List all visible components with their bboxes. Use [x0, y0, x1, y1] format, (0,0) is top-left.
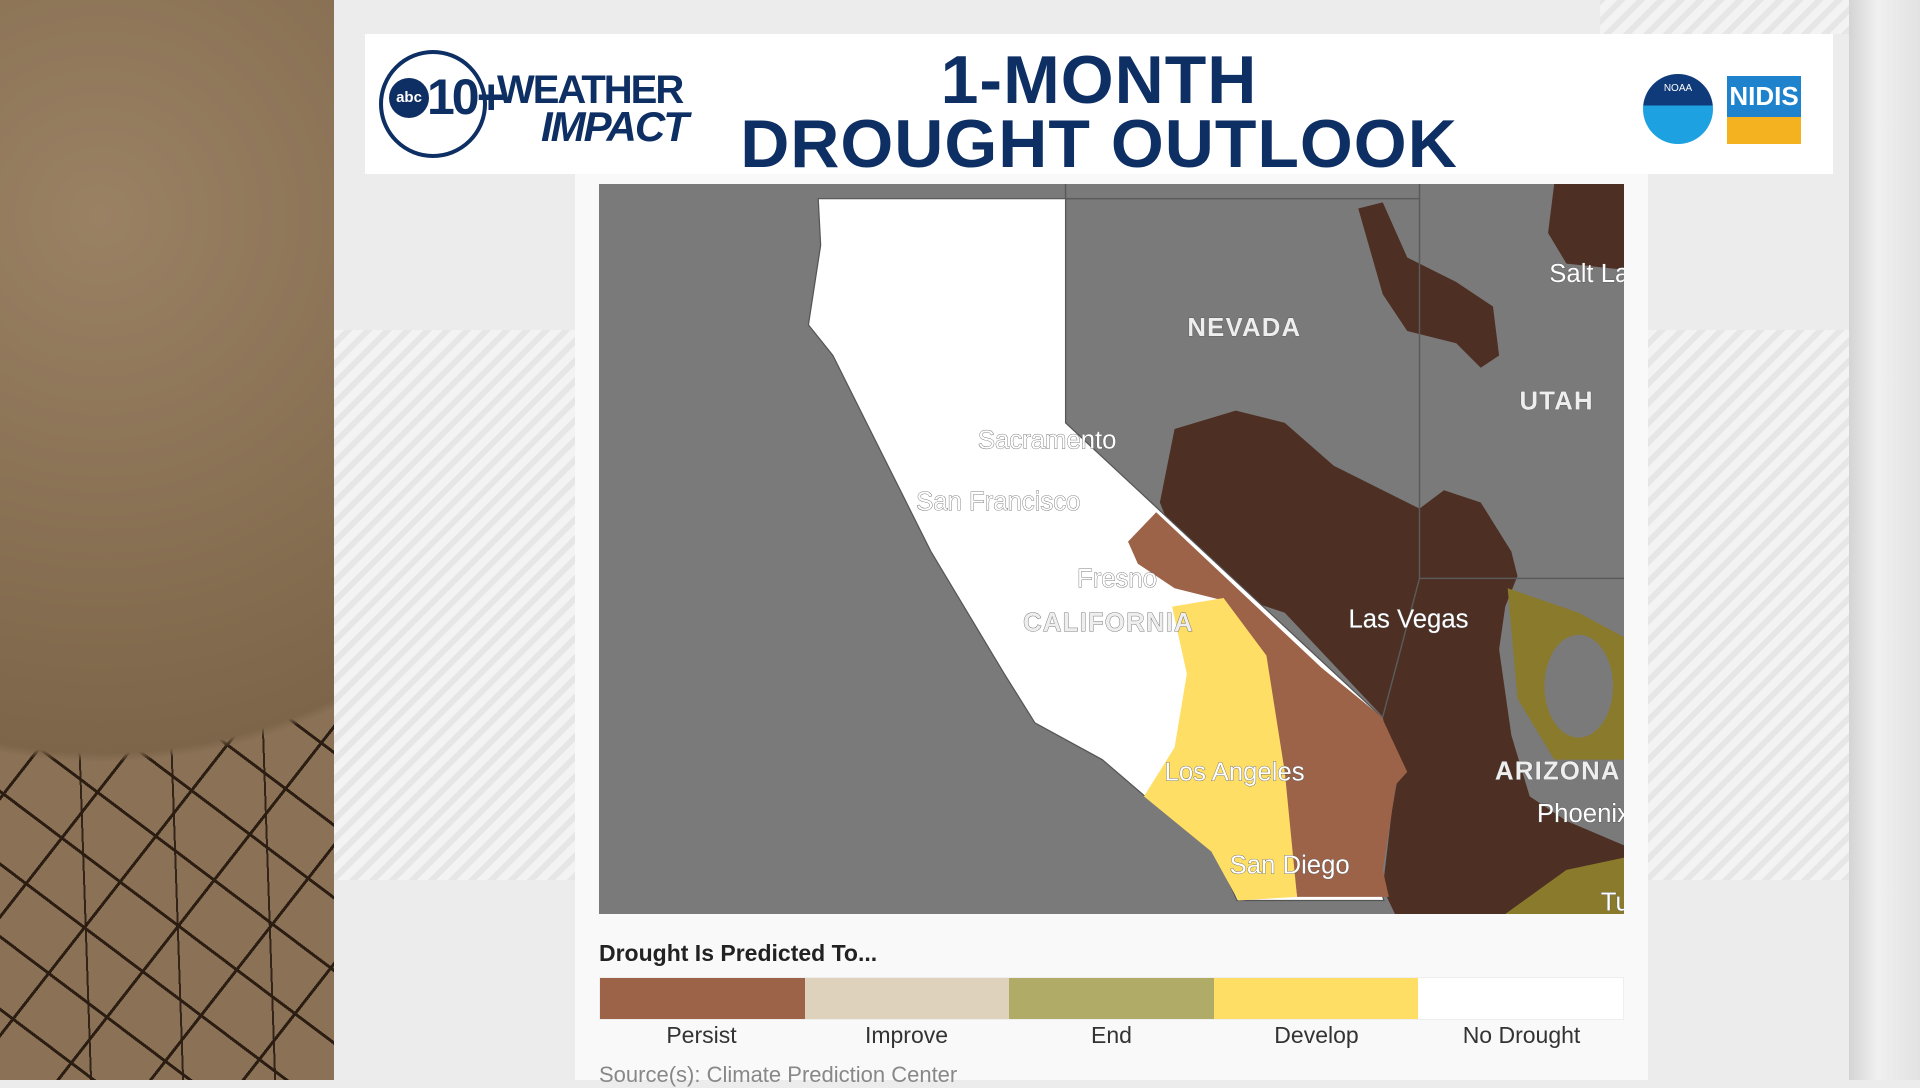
label-nevada: NEVADA — [1187, 314, 1301, 342]
page-title-line1: 1-MONTH — [940, 42, 1258, 118]
region-persist-dark-east — [1159, 410, 1624, 914]
legend-label: End — [1091, 1022, 1132, 1048]
legend-swatch-no-drought — [1418, 978, 1623, 1019]
label-salt-lake: Salt La — [1549, 260, 1624, 288]
region-persist — [1128, 512, 1408, 897]
region-gap — [1544, 634, 1613, 738]
label-phoenix: Phoenix — [1537, 800, 1624, 828]
state-borders — [1064, 184, 1624, 717]
legend-swatch-improve — [804, 978, 1010, 1019]
region-persist-dark-north — [1358, 202, 1500, 368]
label-fresno: Fresno — [1077, 565, 1157, 593]
cracked-earth-photo — [0, 0, 334, 1080]
label-san-francisco: San Francisco — [916, 488, 1080, 516]
label-sacramento: Sacramento — [978, 427, 1117, 455]
legend-swatch-develop — [1213, 978, 1419, 1019]
background-stripes-top — [1600, 0, 1849, 34]
label-tucson: Tu — [1601, 888, 1624, 914]
legend-label: Persist — [666, 1022, 737, 1048]
legend-color-bar — [599, 977, 1624, 1020]
legend-title: Drought Is Predicted To... — [599, 940, 878, 966]
weather-logo-text: WEATHER — [497, 68, 684, 112]
label-utah: UTAH — [1519, 387, 1593, 415]
impact-logo-text: IMPACT — [541, 103, 689, 150]
label-las-vegas: Las Vegas — [1348, 605, 1468, 633]
abc10-logo — [379, 50, 487, 158]
legend-label: Develop — [1274, 1022, 1359, 1048]
legend-labels: Persist Improve End Develop No Drought — [599, 1022, 1624, 1049]
label-california: CALIFORNIA — [1023, 609, 1194, 637]
label-arizona: ARIZONA — [1495, 757, 1621, 785]
header-banner: abc 10+ WEATHER IMPACT 1-MONTH DROUGHT O… — [365, 34, 1833, 182]
region-end-south — [1505, 857, 1624, 914]
page-title-line2: DROUGHT OUTLOOK — [740, 106, 1458, 182]
source-credit: Source(s): Climate Prediction Center — [599, 1062, 958, 1087]
right-edge-strip — [1849, 0, 1920, 1080]
background-stripes-left — [334, 330, 575, 880]
legend-label: No Drought — [1462, 1022, 1581, 1048]
region-persist-dark-corner — [1548, 184, 1624, 270]
legend-swatch-persist — [600, 978, 805, 1019]
background-stripes-right — [1648, 330, 1849, 880]
drought-map: NEVADA UTAH Salt La Sacramento San Franc… — [599, 184, 1624, 914]
label-san-diego: San Diego — [1230, 852, 1350, 880]
legend-swatch-end — [1009, 978, 1214, 1019]
label-los-angeles: Los Angeles — [1165, 758, 1305, 786]
abc-logo-text: abc — [389, 78, 429, 118]
noaa-logo: NOAA — [1643, 74, 1713, 144]
ten-logo-text: 10+ — [427, 69, 506, 125]
region-develop — [1143, 597, 1298, 901]
legend-label: Improve — [864, 1022, 949, 1048]
nidis-logo: NIDIS — [1727, 76, 1801, 144]
